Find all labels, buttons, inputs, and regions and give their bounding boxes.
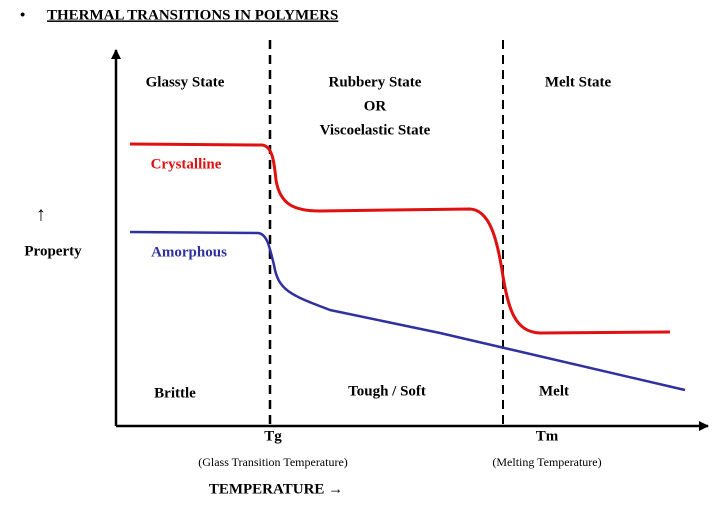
transition-description: (Glass Transition Temperature): [198, 455, 348, 469]
title: THERMAL TRANSITIONS IN POLYMERS: [47, 7, 338, 23]
region-label: OR: [364, 98, 387, 114]
amorphous-curve: [129, 230, 686, 392]
transition-symbol: Tg: [264, 428, 282, 444]
y-axis-label: Property: [24, 243, 82, 259]
region-label: Melt State: [545, 74, 612, 90]
bullet: •: [20, 7, 25, 23]
region-property: Brittle: [154, 385, 196, 401]
transition-symbol: Tm: [536, 428, 559, 444]
region-label: Viscoelastic State: [320, 122, 431, 138]
crystalline-curve: [129, 142, 671, 335]
transition-description: (Melting Temperature): [492, 455, 601, 469]
region-property: Melt: [539, 383, 569, 399]
x-axis-label: TEMPERATURE →: [209, 481, 343, 497]
y-axis-arrow: ↑: [36, 204, 46, 226]
curve-label: Amorphous: [151, 244, 227, 260]
region-property: Tough / Soft: [348, 383, 426, 399]
region-label: Rubbery State: [329, 74, 422, 90]
curve-label: Crystalline: [151, 156, 222, 172]
region-label: Glassy State: [146, 74, 225, 90]
